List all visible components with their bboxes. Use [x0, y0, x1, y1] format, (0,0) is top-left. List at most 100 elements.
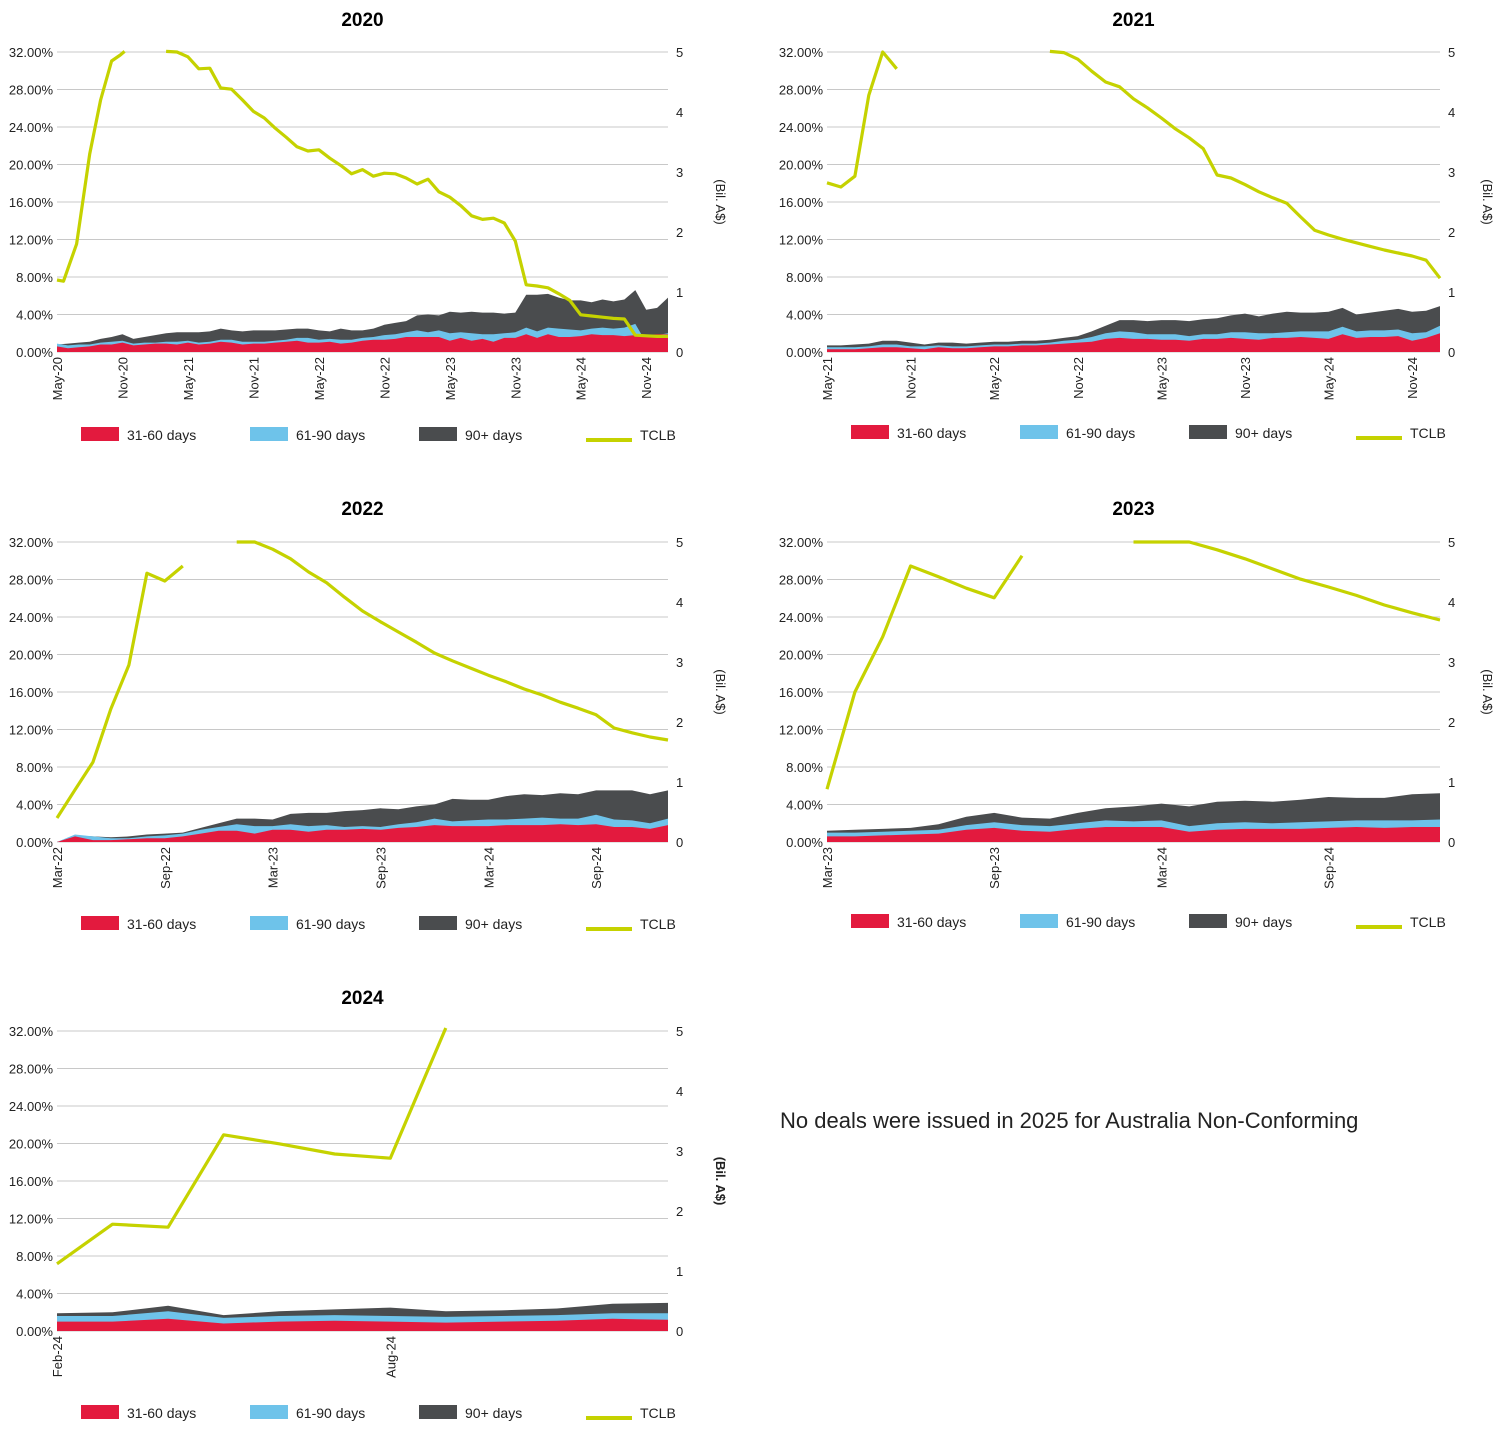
legend-61-90-days: 61-90 days [1020, 914, 1135, 930]
legend-swatch [419, 916, 457, 930]
area-31-60-days [827, 827, 1440, 842]
legend-label: 90+ days [465, 1405, 522, 1421]
x-tick-label: Sep-24 [1322, 847, 1337, 889]
y-tick-label: 8.00% [786, 760, 823, 775]
y-tick-label: 8.00% [786, 270, 823, 285]
y2-tick-label: 3 [1448, 655, 1455, 670]
no-deals-note: No deals were issued in 2025 for Austral… [780, 1108, 1359, 1133]
y-tick-label: 8.00% [16, 1249, 53, 1264]
y-tick-label: 20.00% [9, 158, 54, 173]
legend-61-90-days: 61-90 days [250, 916, 365, 932]
legend-label: 61-90 days [296, 1405, 365, 1421]
y-tick-label: 0.00% [16, 345, 53, 360]
legend-label: 90+ days [1235, 914, 1292, 930]
y-tick-label: 16.00% [779, 195, 824, 210]
legend-label: 90+ days [1235, 425, 1292, 441]
y-tick-label: 0.00% [786, 345, 823, 360]
legend-label: 31-60 days [897, 425, 966, 441]
x-tick-label: Nov-21 [246, 357, 261, 399]
y-tick-label: 0.00% [16, 835, 53, 850]
y-tick-label: 24.00% [9, 120, 54, 135]
y-tick-label: 8.00% [16, 760, 53, 775]
legend-tclb: TCLB [586, 427, 676, 443]
x-tick-label: May-21 [820, 357, 835, 400]
y2-tick-label: 5 [676, 1024, 683, 1039]
y2-tick-label: 3 [1448, 165, 1455, 180]
y-tick-label: 32.00% [9, 535, 54, 550]
y2-axis-label: (Bil. A$) [713, 669, 728, 715]
legend-label: 31-60 days [897, 914, 966, 930]
y-tick-label: 4.00% [16, 308, 53, 323]
x-tick-label: Sep-22 [158, 847, 173, 889]
y-tick-label: 20.00% [779, 648, 824, 663]
y2-tick-label: 2 [1448, 715, 1455, 730]
x-tick-label: Aug-24 [383, 1336, 398, 1378]
y-tick-label: 16.00% [9, 195, 54, 210]
y2-tick-label: 4 [676, 1084, 683, 1099]
legend-label: 61-90 days [296, 916, 365, 932]
legend-31-60-days: 31-60 days [851, 914, 966, 930]
y-tick-label: 32.00% [779, 45, 824, 60]
legend-label: 31-60 days [127, 1405, 196, 1421]
x-tick-label: May-24 [1322, 357, 1337, 400]
legend-90-plus-days: 90+ days [419, 427, 522, 443]
legend-swatch [1356, 436, 1402, 440]
y-tick-label: 28.00% [779, 573, 824, 588]
y-tick-label: 12.00% [779, 723, 824, 738]
legend-swatch [250, 1405, 288, 1419]
y-tick-label: 32.00% [9, 45, 54, 60]
y2-tick-label: 0 [1448, 835, 1455, 850]
y2-tick-label: 0 [1448, 345, 1455, 360]
y-tick-label: 20.00% [9, 648, 54, 663]
y-tick-label: 24.00% [9, 1099, 54, 1114]
line-tclb [826, 49, 1442, 280]
area-31-60-days [57, 334, 668, 352]
legend-swatch [851, 914, 889, 928]
legend-swatch [419, 1405, 457, 1419]
line-tclb [825, 540, 1441, 790]
y-tick-label: 0.00% [786, 835, 823, 850]
legend-swatch [586, 1416, 632, 1420]
x-tick-label: Nov-22 [377, 357, 392, 399]
legend-swatch [1189, 914, 1227, 928]
y2-tick-label: 4 [676, 595, 683, 610]
y-tick-label: 28.00% [779, 83, 824, 98]
y-tick-label: 8.00% [16, 270, 53, 285]
y2-tick-label: 2 [676, 1204, 683, 1219]
x-tick-label: May-20 [50, 357, 65, 400]
legend-label: TCLB [640, 1405, 676, 1421]
x-tick-label: May-22 [987, 357, 1002, 400]
y2-tick-label: 1 [676, 1264, 683, 1279]
y-tick-label: 12.00% [9, 723, 54, 738]
legend-tclb: TCLB [586, 1405, 676, 1421]
x-tick-label: Nov-21 [904, 357, 919, 399]
y2-tick-label: 0 [676, 345, 683, 360]
chart-2020: 2020 0.00% 4.00% 8.00% 12.00% 16.00% 20.00% 24.… [9, 10, 728, 443]
legend-61-90-days: 61-90 days [250, 1405, 365, 1421]
chart-title: 2022 [341, 499, 383, 520]
x-tick-label: Sep-24 [589, 847, 604, 889]
x-tick-label: May-24 [574, 357, 589, 400]
y2-tick-label: 5 [1448, 45, 1455, 60]
chart-title: 2024 [341, 988, 384, 1009]
y2-tick-label: 1 [1448, 775, 1455, 790]
y-tick-label: 4.00% [786, 798, 823, 813]
y2-tick-label: 1 [1448, 285, 1455, 300]
y-tick-label: 28.00% [9, 573, 54, 588]
y-tick-label: 32.00% [9, 1024, 54, 1039]
y2-axis-label: (Bil. A$) [713, 179, 728, 225]
x-tick-label: Nov-23 [1238, 357, 1253, 399]
chart-2021: 2021 0.00% 4.00% 8.00% 12.00% 16.00% 20.00% 24.… [779, 10, 1495, 441]
legend-swatch [1356, 925, 1402, 929]
legend-swatch [81, 427, 119, 441]
legend-swatch [1020, 425, 1058, 439]
legend-swatch [586, 927, 632, 931]
area-31-60-days [57, 1318, 668, 1331]
x-tick-label: Nov-23 [508, 357, 523, 399]
y-tick-label: 4.00% [786, 308, 823, 323]
y-tick-label: 12.00% [9, 1212, 54, 1227]
y2-tick-label: 3 [676, 165, 683, 180]
legend-label: 90+ days [465, 916, 522, 932]
